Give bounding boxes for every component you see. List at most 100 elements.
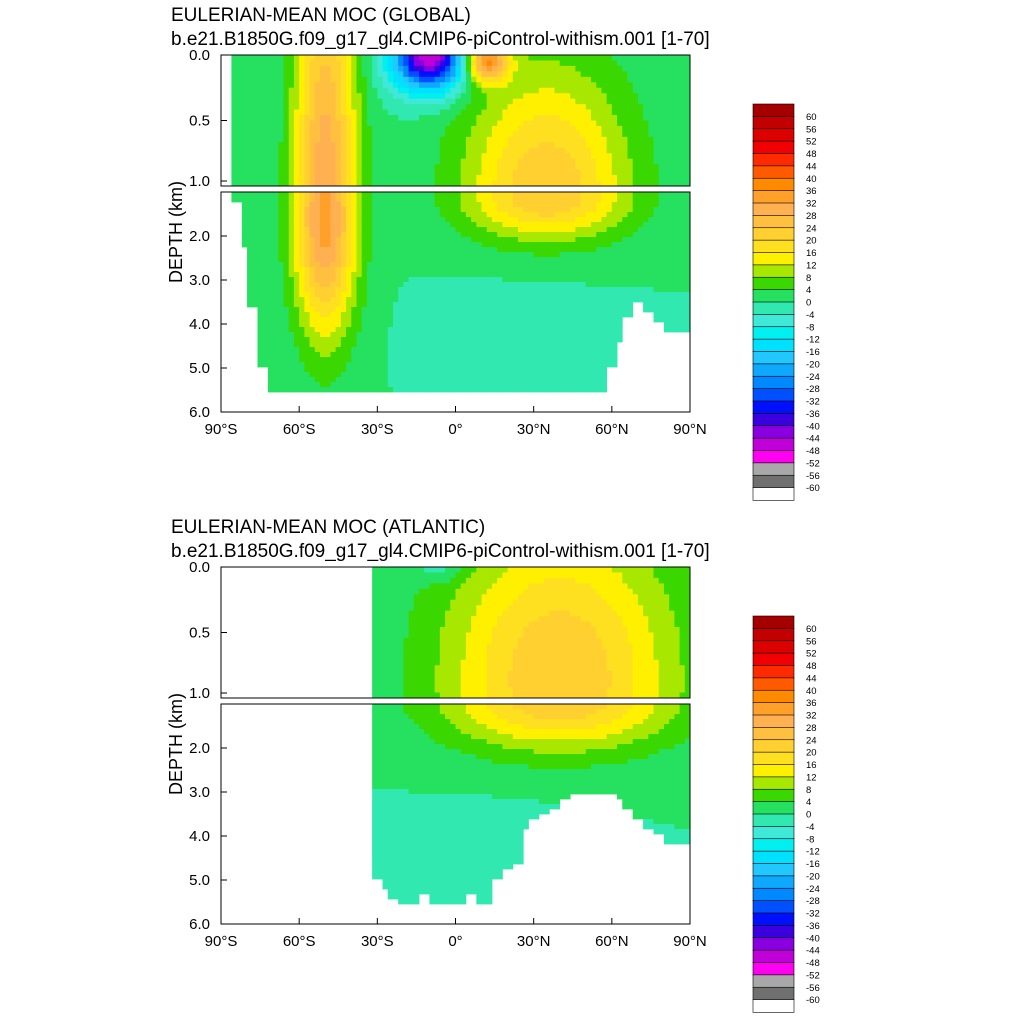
moc-cell: [460, 125, 467, 132]
moc-cell: [549, 337, 555, 343]
moc-cell: [549, 136, 555, 143]
moc-cell: [262, 217, 269, 223]
moc-cell: [455, 87, 462, 94]
moc-cell: [252, 175, 258, 181]
moc-cell: [679, 60, 686, 67]
moc-cell: [320, 247, 326, 253]
moc-cell: [366, 104, 373, 110]
moc-cell: [257, 125, 264, 132]
moc-cell: [262, 136, 269, 143]
moc-cell: [653, 115, 660, 121]
moc-cell: [617, 227, 623, 233]
moc-cell: [299, 232, 305, 238]
moc-cell: [330, 202, 337, 208]
moc-cell: [408, 164, 415, 171]
moc-cell: [518, 242, 524, 248]
moc-cell: [424, 357, 430, 363]
moc-cell: [445, 192, 451, 198]
moc-cell: [476, 277, 482, 283]
moc-cell: [465, 227, 472, 233]
moc-cell: [627, 87, 634, 94]
moc-cell: [512, 247, 519, 253]
moc-cell: [460, 302, 467, 308]
moc-cell: [538, 377, 545, 383]
moc-cell: [669, 87, 675, 94]
moc-cell: [523, 322, 529, 328]
moc-cell: [419, 60, 425, 67]
moc-cell: [617, 93, 623, 100]
moc-cell: [518, 164, 524, 171]
moc-cell: [325, 292, 331, 298]
moc-cell: [554, 222, 561, 228]
moc-cell: [429, 192, 436, 198]
moc-cell: [304, 104, 310, 110]
moc-cell: [247, 292, 253, 298]
moc-cell: [377, 109, 383, 116]
moc-cell: [267, 317, 274, 323]
moc-cell: [314, 147, 321, 154]
moc-cell: [325, 136, 331, 143]
moc-cell: [580, 252, 587, 258]
moc-cell: [533, 317, 540, 323]
moc-cell: [590, 76, 597, 83]
moc-cell: [408, 307, 415, 313]
moc-cell: [346, 192, 352, 198]
moc-cell: [471, 142, 477, 149]
moc-cell: [439, 125, 446, 132]
moc-cell: [356, 317, 363, 323]
moc-cell: [366, 237, 373, 243]
moc-cell: [554, 387, 561, 393]
moc-cell: [293, 98, 300, 105]
moc-cell: [267, 322, 274, 328]
moc-cell: [507, 312, 514, 318]
moc-cell: [544, 297, 550, 303]
moc-cell: [424, 347, 430, 353]
moc-cell: [507, 292, 514, 298]
moc-cell: [351, 169, 357, 176]
moc-cell: [497, 327, 503, 333]
moc-cell: [611, 142, 618, 149]
moc-cell: [398, 382, 404, 388]
moc-cell: [476, 192, 482, 198]
moc-cell: [356, 120, 363, 127]
moc-cell: [507, 136, 514, 143]
moc-cell: [351, 202, 357, 208]
moc-cell: [663, 131, 670, 138]
moc-cell: [544, 292, 550, 298]
moc-cell: [314, 76, 321, 83]
moc-cell: [643, 120, 649, 127]
moc-cell: [502, 104, 509, 110]
moc-cell: [575, 60, 581, 67]
moc-cell: [434, 217, 441, 223]
moc-cell: [465, 232, 472, 238]
moc-cell: [544, 93, 550, 100]
moc-cell: [288, 71, 295, 78]
moc-cell: [491, 247, 498, 253]
moc-cell: [445, 164, 451, 171]
moc-cell: [288, 142, 295, 149]
moc-cell: [330, 158, 337, 165]
moc-cell: [398, 104, 404, 110]
moc-cell: [533, 65, 540, 72]
moc-cell: [278, 377, 284, 383]
moc-cell: [267, 71, 274, 78]
moc-cell: [570, 125, 576, 132]
moc-cell: [476, 262, 482, 268]
moc-cell: [643, 125, 649, 132]
moc-cell: [392, 202, 399, 208]
moc-cell: [273, 158, 279, 165]
moc-cell: [455, 164, 462, 171]
moc-cell: [283, 232, 290, 238]
moc-cell: [408, 317, 415, 323]
moc-cell: [299, 312, 305, 318]
moc-cell: [247, 267, 253, 273]
moc-cell: [533, 125, 540, 132]
moc-cell: [288, 382, 295, 388]
moc-cell: [445, 60, 451, 67]
moc-cell: [335, 302, 342, 308]
moc-cell: [538, 357, 545, 363]
moc-cell: [580, 104, 587, 110]
moc-cell: [538, 282, 545, 288]
moc-cell: [351, 197, 357, 203]
moc-cell: [413, 125, 420, 132]
